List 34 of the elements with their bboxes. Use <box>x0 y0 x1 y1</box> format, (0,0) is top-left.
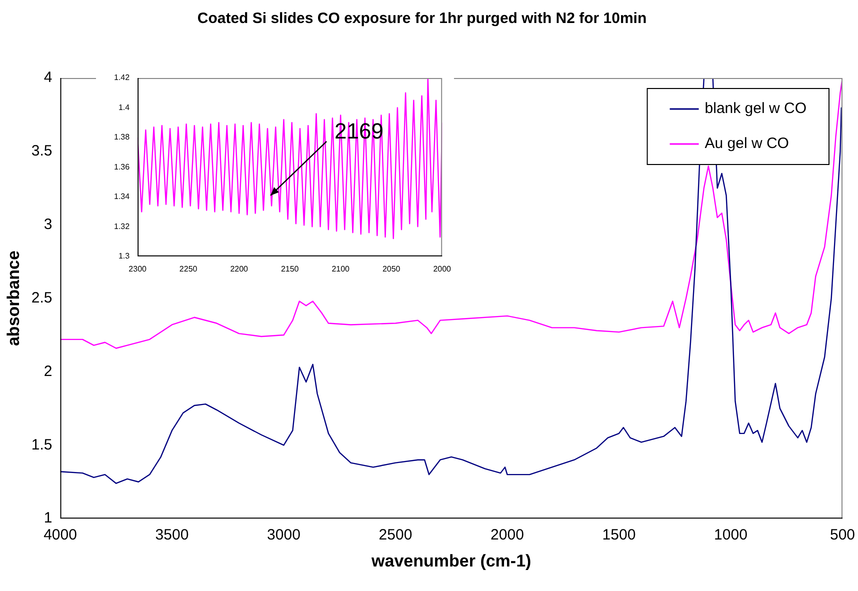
x-tick-label: 4000 <box>44 526 77 544</box>
y-tick-label: 3.5 <box>31 142 52 160</box>
y-tick-label: 4 <box>44 69 52 86</box>
y-tick-label: 1.42 <box>114 73 130 82</box>
chart-title: Coated Si slides CO exposure for 1hr purged with N2 for 10min <box>197 10 647 28</box>
x-axis-title: wavenumber (cm-1) <box>370 551 532 570</box>
y-tick-label: 1.34 <box>114 192 130 202</box>
y-tick-label: 1.4 <box>118 102 130 112</box>
x-tick-label: 2500 <box>378 526 412 544</box>
x-tick-label: 2250 <box>179 264 198 274</box>
x-tick-label: 1000 <box>714 526 748 544</box>
x-tick-label: 2050 <box>382 264 401 274</box>
y-tick-label: 1 <box>44 510 52 527</box>
x-tick-label: 2000 <box>490 526 524 544</box>
y-axis-title: absorbance <box>4 250 23 346</box>
x-tick-label: 1500 <box>602 526 636 544</box>
y-tick-label: 1.38 <box>114 132 130 142</box>
x-tick-label: 2300 <box>128 264 148 274</box>
y-tick-label: 3 <box>44 216 52 234</box>
legend-label: blank gel w CO <box>704 100 806 118</box>
y-tick-label: 1.3 <box>118 252 130 261</box>
y-tick-label: 1.32 <box>114 222 130 231</box>
x-tick-label: 2200 <box>230 264 249 274</box>
x-tick-label: 3500 <box>155 526 189 544</box>
x-tick-label: 500 <box>830 526 855 544</box>
y-tick-label: 1.5 <box>31 436 52 454</box>
y-tick-label: 2 <box>44 362 52 380</box>
x-tick-label: 2000 <box>433 264 452 274</box>
x-tick-label: 3000 <box>267 526 300 544</box>
y-tick-label: 1.36 <box>114 162 130 172</box>
legend-label: Au gel w CO <box>704 135 789 152</box>
y-tick-label: 2.5 <box>31 289 52 306</box>
x-tick-label: 2100 <box>332 264 350 274</box>
x-tick-label: 2150 <box>280 264 300 274</box>
